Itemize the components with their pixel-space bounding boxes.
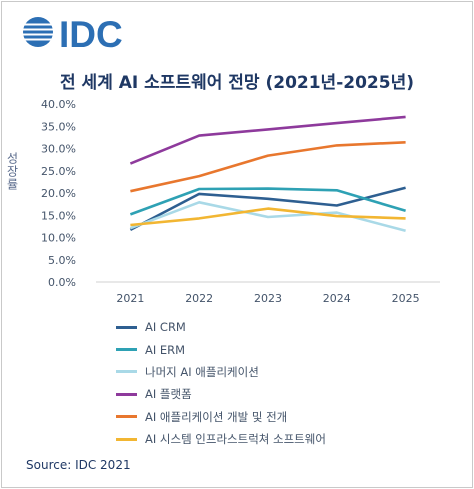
y-axis-ticks: 0.0% 5.0% 10.0% 15.0% 20.0% 25.0% 30.0% 35.0% 40… [41,98,76,289]
legend-label: AI CRM [145,320,186,335]
y-tick-label: 10.0% [41,232,76,245]
legend-label: AI ERM [145,342,186,357]
x-tick-label: 2021 [116,292,144,305]
idc-globe-icon [22,17,54,47]
legend: AI CRM AI ERM 나머지 AI 애플리케이션 AI 플랫폼 AI 애플리케이션… [116,316,326,450]
x-tick-label: 2022 [185,292,213,305]
y-tick-label: 0.0% [48,276,76,289]
series-line-4 [129,115,406,165]
source-note: Source: IDC 2021 [26,458,131,472]
x-tick-label: 2023 [254,292,282,305]
y-tick-label: 35.0% [41,120,76,133]
legend-item-4: AI 플랫폼 [116,383,326,405]
y-tick-label: 20.0% [41,187,76,200]
y-tick-label: 5.0% [48,254,76,267]
y-tick-label: 40.0% [41,98,76,111]
legend-swatch [116,392,137,396]
series-line-6 [130,207,406,227]
legend-item-1: AI CRM [116,316,326,338]
legend-swatch [116,325,137,329]
idc-logo: IDC [22,14,123,53]
x-tick-label: 2024 [323,292,351,305]
y-tick-label: 15.0% [41,209,76,222]
legend-swatch [116,370,137,374]
legend-label: AI 애플리케이션 개발 및 전개 [145,409,288,424]
chart-title: 전 세계 AI 소프트웨어 전망 (2021년-2025년) [60,73,414,93]
x-axis-ticks: 2021 2022 2023 2024 2025 [116,292,419,305]
series-lines [129,115,406,233]
x-tick-label: 2025 [392,292,420,305]
legend-swatch [116,437,137,441]
legend-item-2: AI ERM [116,338,326,360]
series-line-2 [129,187,406,216]
series-line-5 [130,141,406,193]
legend-item-6: AI 시스템 인프라스트럭쳐 소프트웨어 [116,428,326,450]
legend-item-3: 나머지 AI 애플리케이션 [116,361,326,383]
idc-logo-text: IDC [59,14,123,53]
y-tick-label: 30.0% [41,143,76,156]
legend-label: AI 시스템 인프라스트럭쳐 소프트웨어 [145,432,326,447]
legend-item-5: AI 애플리케이션 개발 및 전개 [116,406,326,428]
series-line-1 [129,186,406,232]
y-axis-label: 성장률 [5,152,19,191]
legend-label: AI 플랫폼 [145,387,192,402]
legend-swatch [116,415,137,419]
y-tick-label: 25.0% [41,165,76,178]
legend-label: 나머지 AI 애플리케이션 [145,364,259,379]
legend-swatch [116,348,137,352]
series-line-3 [129,201,406,233]
